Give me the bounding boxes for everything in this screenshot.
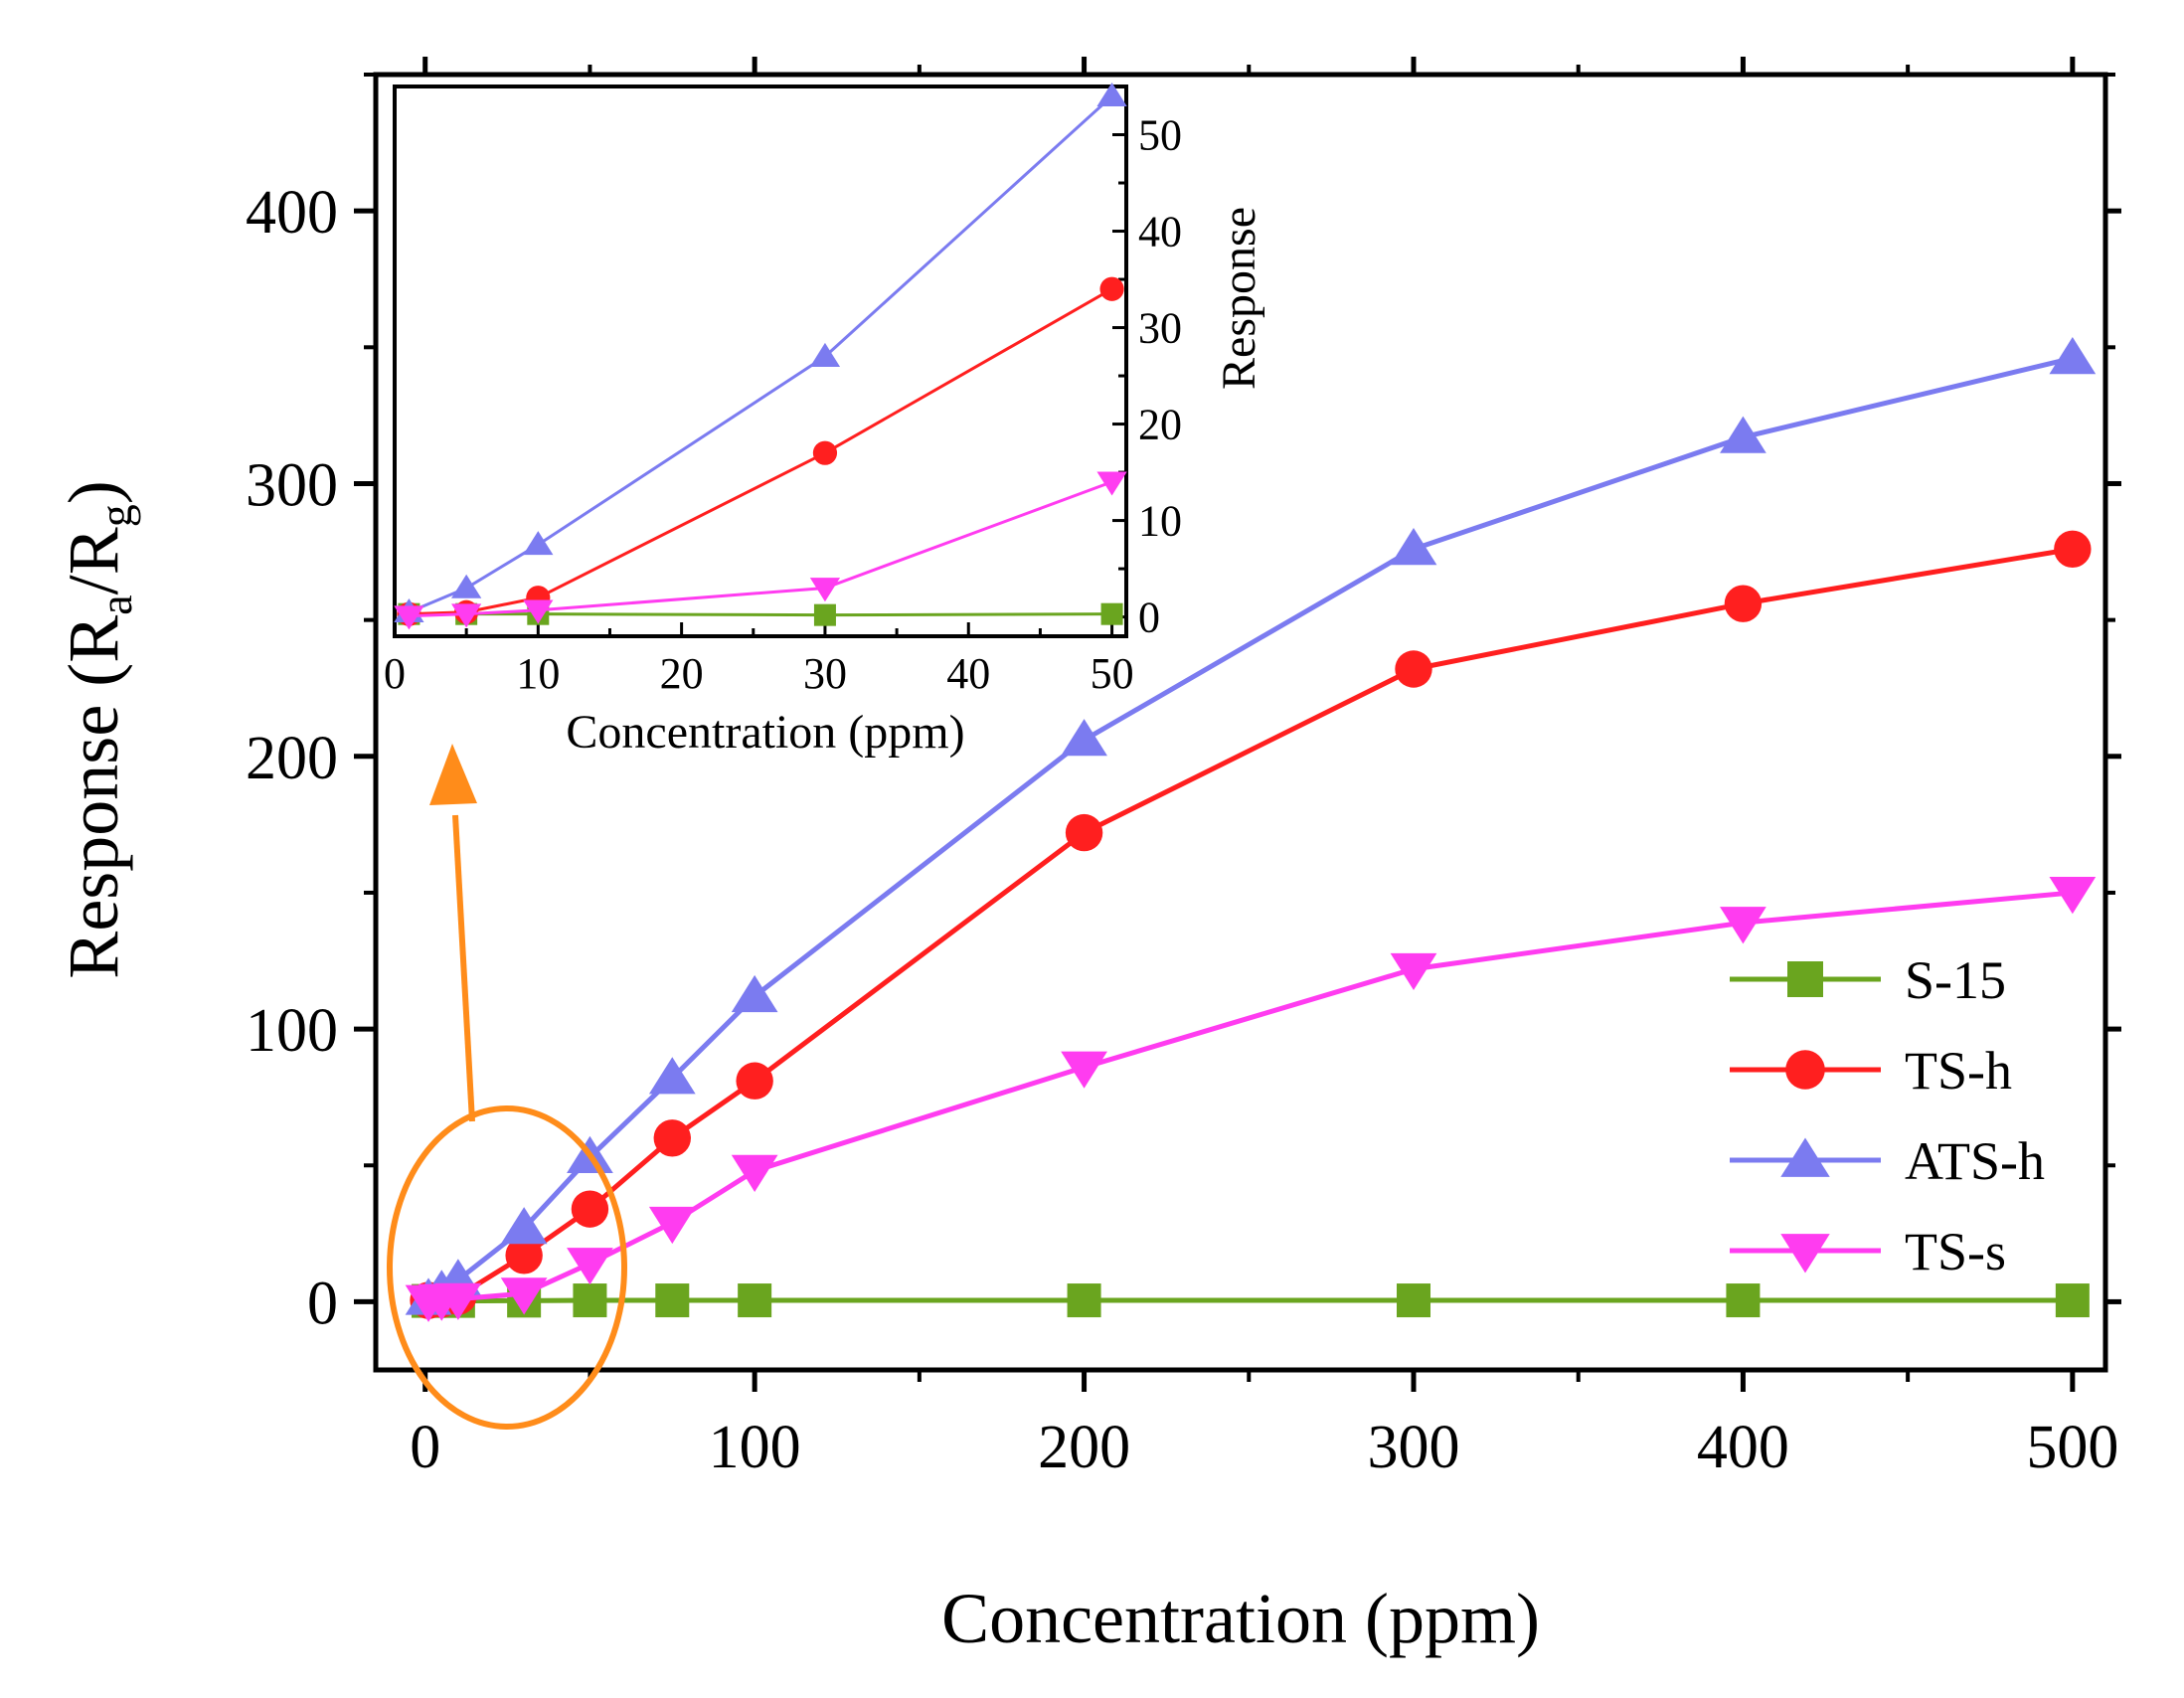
- inset-plot-frame: [393, 85, 1128, 638]
- main-point-ts-h: [736, 1062, 773, 1100]
- main-point-ats-h: [500, 1207, 548, 1245]
- main-point-ats-h: [1390, 528, 1437, 566]
- legend-label-ats-h: ATS-h: [1905, 1131, 2045, 1191]
- inset-y-tick-label: 40: [1138, 208, 1182, 256]
- main-point-ts-h: [571, 1190, 609, 1228]
- main-y-axis-label-ylabel-sub-a: a: [90, 594, 141, 614]
- main-point-ts-h: [1395, 650, 1432, 688]
- legend-label-ts-s: TS-s: [1905, 1222, 2006, 1281]
- main-y-tick-label: 400: [246, 179, 338, 247]
- main-point-ts-h: [2054, 530, 2092, 569]
- main-point-ats-h: [731, 974, 778, 1013]
- inset-y-tick-label: 50: [1138, 111, 1182, 160]
- main-plot-frame: [373, 72, 2108, 1373]
- zoom-annotation: [387, 744, 627, 1430]
- main-point-s-15: [1067, 1283, 1101, 1318]
- inset-x-tick-label: 0: [384, 649, 406, 698]
- inset-point-ats-h: [523, 531, 554, 556]
- inset-point-ats-h: [1096, 82, 1127, 107]
- inset-y-tick-label: 20: [1138, 401, 1182, 449]
- main-y-tick-label: 0: [307, 1270, 338, 1337]
- inset-point-ts-s: [394, 605, 424, 630]
- main-point-ts-h: [1724, 585, 1763, 622]
- main-point-ts-s: [648, 1206, 696, 1245]
- main-x-tick-label: 200: [1038, 1414, 1130, 1481]
- inset-point-ts-s: [1096, 471, 1127, 496]
- inset-point-ts-h: [1099, 276, 1124, 301]
- main-point-ts-s: [1061, 1051, 1107, 1089]
- main-point-ts-s: [2049, 877, 2097, 915]
- inset-y-tick-label: 30: [1138, 304, 1182, 353]
- main-x-tick-label: 300: [1368, 1414, 1460, 1481]
- inset-x-tick-label: 10: [516, 649, 560, 698]
- legend-label-ts-h: TS-h: [1905, 1041, 2012, 1101]
- inset-x-tick-label: 20: [660, 649, 704, 698]
- inset-series-line-s-15: [409, 612, 1112, 617]
- main-y-axis-label-ylabel-sep: /R: [54, 527, 133, 594]
- main-y-tick-label: 100: [246, 997, 338, 1065]
- legend-marker-ts-h: [1785, 1050, 1825, 1090]
- main-point-ats-h: [648, 1057, 696, 1095]
- main-y-tick-label: 300: [246, 451, 338, 519]
- inset-point-ats-h: [809, 342, 841, 367]
- main-point-s-15: [738, 1283, 772, 1318]
- zoom-arrow-head: [429, 744, 477, 805]
- main-x-tick-label: 500: [2026, 1414, 2118, 1481]
- legend-marker-ats-h: [1780, 1137, 1830, 1177]
- main-point-ats-h: [1720, 416, 1766, 453]
- inset-x-tick-label: 50: [1091, 649, 1134, 698]
- main-y-axis-label-ylabel-sub-g: g: [90, 504, 141, 527]
- inset-point-s-15: [1100, 602, 1123, 625]
- main-point-s-15: [573, 1283, 607, 1318]
- main-y-axis-label-ylabel-close: ): [54, 480, 133, 504]
- inset-y-tick-label: 10: [1138, 497, 1182, 546]
- main-point-ts-s: [1390, 952, 1437, 991]
- main-x-tick-label: 100: [709, 1414, 801, 1481]
- inset-point-ts-s: [451, 603, 482, 628]
- legend-marker-s-15: [1787, 961, 1823, 997]
- main-point-ts-h: [1065, 813, 1103, 852]
- main-point-ts-h: [505, 1237, 543, 1274]
- inset-point-ts-s: [809, 578, 841, 602]
- inset-point-s-15: [813, 603, 836, 626]
- zoom-ellipse: [387, 1105, 627, 1430]
- legend-label-s-15: S-15: [1905, 950, 2006, 1010]
- main-point-ts-s: [731, 1154, 778, 1192]
- main-point-ts-s: [1720, 907, 1766, 944]
- main-point-ats-h: [2049, 337, 2097, 375]
- main-point-ts-s: [567, 1248, 613, 1285]
- main-point-s-15: [2055, 1283, 2090, 1318]
- main-y-tick-label: 200: [246, 725, 338, 792]
- inset-x-tick-label: 40: [946, 649, 990, 698]
- main-point-ts-s: [500, 1277, 548, 1315]
- main-y-axis-label: Response (Ra/Rg): [54, 480, 141, 978]
- zoom-arrow-shaft: [452, 814, 475, 1122]
- main-x-tick-label: 0: [410, 1414, 440, 1481]
- main-point-s-15: [655, 1283, 690, 1318]
- main-x-tick-label: 400: [1697, 1414, 1789, 1481]
- main-y-axis-label-ylabel: Response (R: [54, 615, 133, 979]
- main-plot: 0 100 200 300 400 5000100200300400Concentrati…: [54, 57, 2121, 1658]
- inset-point-ats-h: [451, 574, 482, 598]
- inset-point-ts-h: [812, 440, 838, 465]
- inset-y-axis-label: Response: [1213, 207, 1265, 390]
- main-point-s-15: [1397, 1283, 1430, 1318]
- main-point-ats-h: [1061, 719, 1107, 757]
- main-point-ts-s: [434, 1282, 482, 1320]
- inset-point-ts-s: [523, 599, 554, 624]
- inset-x-tick-label: 30: [803, 649, 847, 698]
- main-point-ts-h: [653, 1119, 691, 1157]
- main-point-s-15: [1726, 1283, 1761, 1318]
- inset-x-axis-label: Concentration (ppm): [566, 706, 964, 759]
- legend-marker-ts-s: [1780, 1234, 1830, 1274]
- main-x-axis-label: Concentration (ppm): [941, 1579, 1540, 1658]
- inset-y-tick-label: 0: [1138, 594, 1160, 642]
